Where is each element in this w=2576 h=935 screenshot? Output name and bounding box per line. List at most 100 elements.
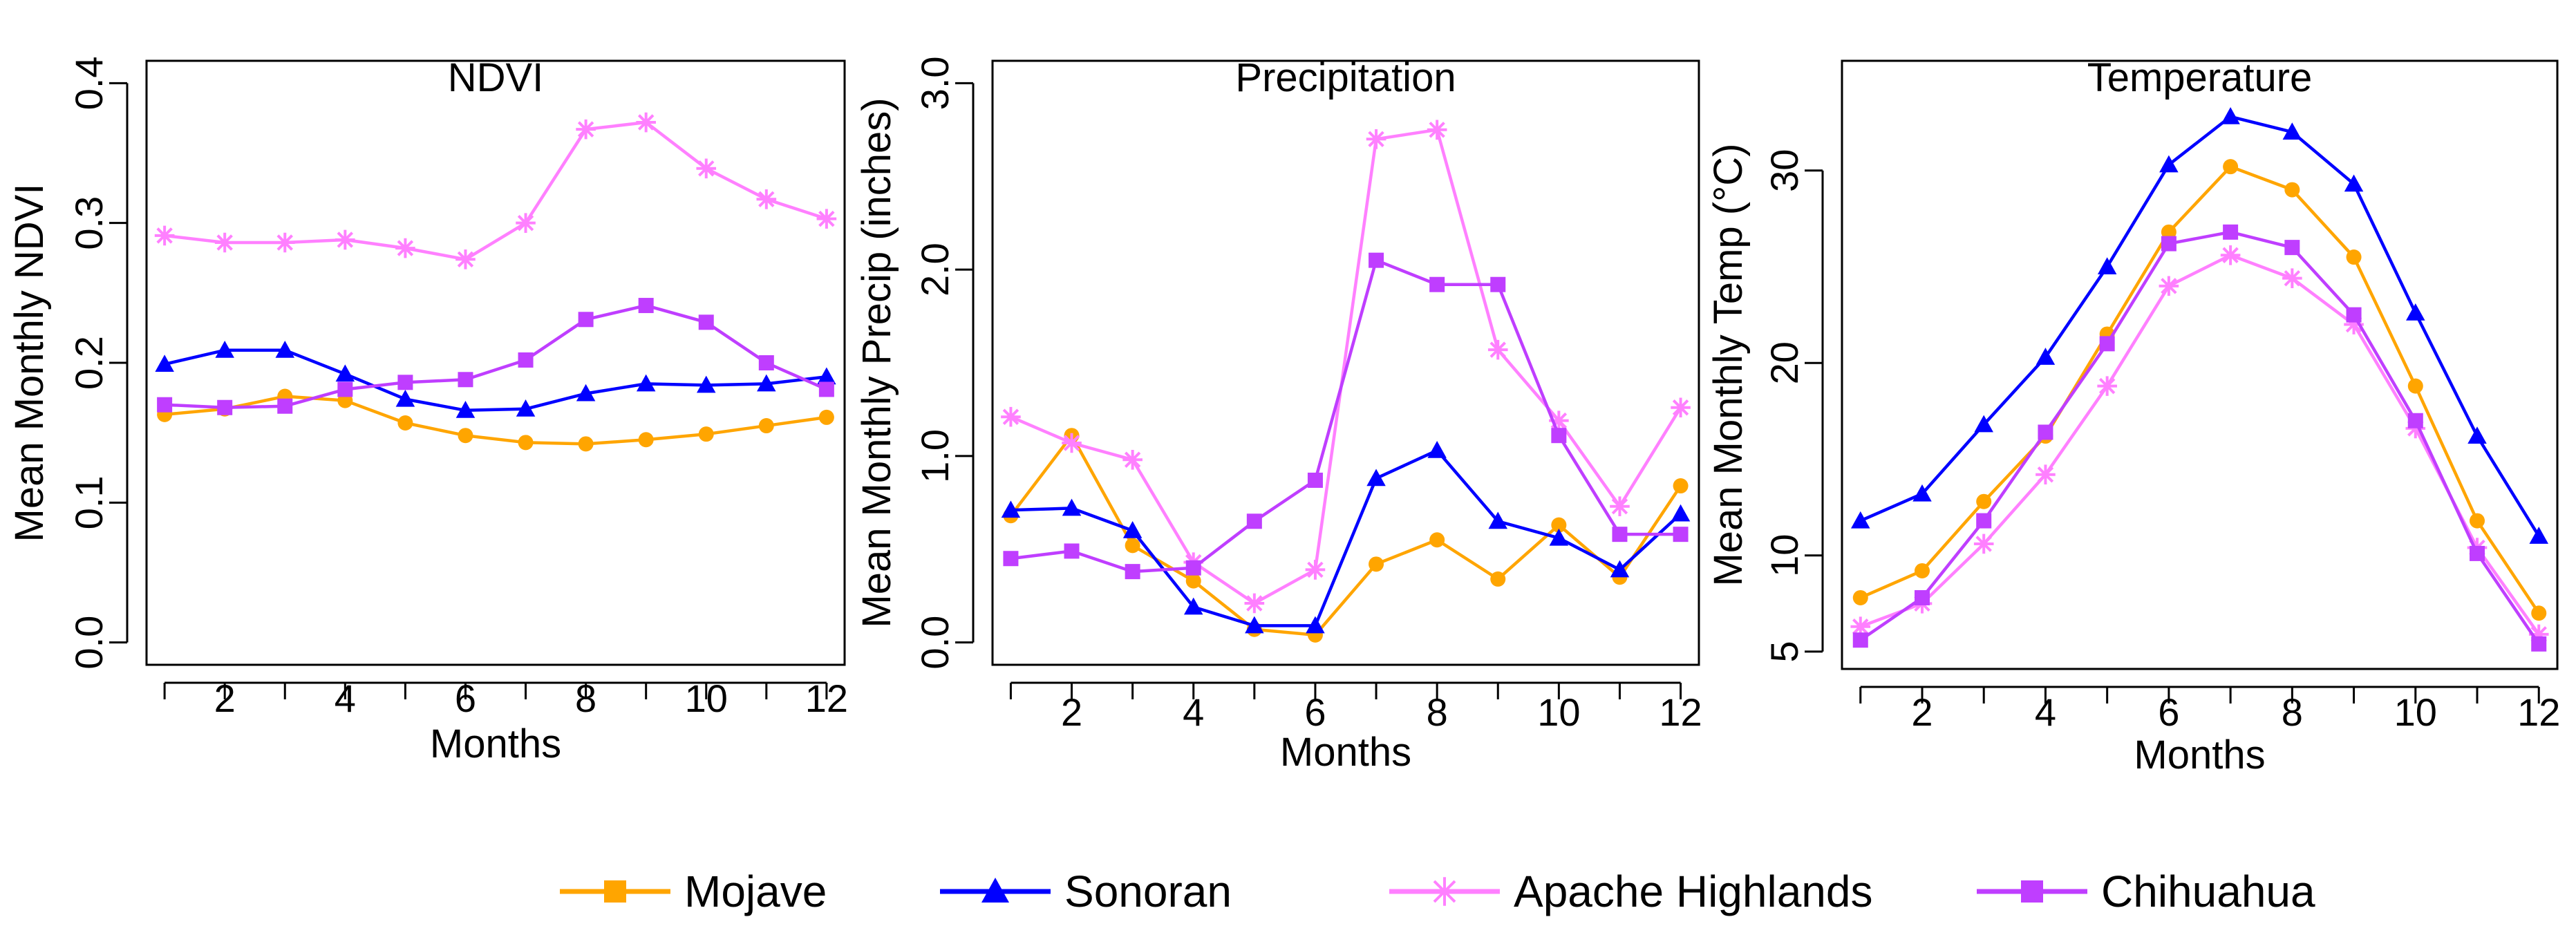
point-precipitation-apache-highlands (1427, 120, 1447, 140)
legend-marker-chihuahua (2021, 880, 2043, 903)
point-temperature-chihuahua (1976, 513, 1992, 529)
point-temperature-apache-highlands (2528, 624, 2549, 645)
legend-label-mojave: Mojave (684, 867, 827, 916)
y-axis-label-ndvi: Mean Monthly NDVI (7, 184, 52, 542)
x-tick-label-temperature: 4 (2035, 690, 2056, 734)
point-temperature-sonoran (2406, 303, 2425, 321)
point-temperature-apache-highlands (2344, 314, 2364, 334)
point-ndvi-chihuahua (277, 398, 293, 414)
point-temperature-chihuahua (2223, 224, 2239, 240)
y-axis-label-precipitation: Mean Monthly Precip (inches) (854, 97, 899, 627)
series-ndvi-sonoran (155, 341, 836, 418)
point-ndvi-chihuahua (638, 298, 654, 314)
point-temperature-apache-highlands (2159, 276, 2179, 296)
chart-panels: NDVI 0.0 0.1 0.2 0.3 0.4 Mean Monthly NDVI 2 4 6 8… (7, 55, 2560, 777)
x-tick-label-ndvi: 8 (575, 677, 596, 720)
point-ndvi-chihuahua (518, 352, 534, 368)
point-ndvi-mojave (518, 435, 534, 451)
plot-frame-precipitation (991, 59, 1700, 666)
point-precipitation-chihuahua (1369, 252, 1384, 268)
point-temperature-sonoran (1912, 484, 1932, 502)
series-line-temperature-chihuahua (1859, 230, 2541, 645)
legend-label-chihuahua: Chihuahua (2101, 867, 2315, 916)
series-precipitation-sonoran (1001, 441, 1691, 634)
series-ndvi-mojave (157, 388, 834, 452)
point-temperature-mojave (2470, 513, 2485, 529)
series-line-precipitation-mojave (1009, 433, 1682, 637)
legend-label-apache-highlands: Apache Highlands (1514, 867, 1872, 916)
point-ndvi-apache-highlands (696, 158, 717, 179)
point-ndvi-apache-highlands (455, 249, 476, 270)
point-temperature-apache-highlands (1973, 533, 1994, 554)
point-temperature-mojave (2284, 182, 2300, 198)
series-line-ndvi-apache-highlands (164, 120, 827, 261)
series-line-temperature-mojave (1859, 164, 2541, 614)
x-tick-label-precipitation: 6 (1304, 690, 1326, 734)
point-temperature-sonoran (2467, 426, 2487, 444)
x-tick-label-ndvi: 4 (335, 677, 356, 720)
point-ndvi-apache-highlands (274, 232, 295, 253)
x-axis-label-ndvi: Months (430, 721, 561, 766)
point-ndvi-apache-highlands (756, 189, 777, 209)
series-temperature-mojave (1852, 159, 2547, 621)
point-precipitation-mojave (1429, 532, 1445, 548)
chart-title-ndvi: NDVI (448, 55, 544, 100)
point-precipitation-sonoran (1245, 616, 1264, 634)
x-axis-label-temperature: Months (2134, 733, 2265, 777)
point-temperature-sonoran (2529, 527, 2548, 544)
legend-marker-mojave (604, 880, 626, 903)
point-precipitation-chihuahua (1003, 551, 1019, 567)
y-axis-label-temperature: Mean Monthly Temp (°C) (1706, 143, 1751, 586)
point-precipitation-sonoran (1062, 498, 1082, 516)
point-precipitation-sonoran (1427, 441, 1447, 458)
point-ndvi-apache-highlands (816, 209, 837, 229)
series-line-precipitation-sonoran (1010, 448, 1682, 627)
point-ndvi-apache-highlands (395, 238, 415, 258)
point-temperature-mojave (2346, 249, 2362, 265)
point-ndvi-apache-highlands (214, 232, 235, 253)
x-tick-label-precipitation: 2 (1061, 690, 1082, 734)
point-ndvi-sonoran (335, 364, 355, 382)
series-ndvi-apache-highlands (154, 112, 837, 270)
point-precipitation-mojave (1673, 478, 1689, 494)
series-line-ndvi-mojave (164, 395, 827, 446)
point-ndvi-apache-highlands (154, 225, 175, 246)
chart-title-temperature: Temperature (2087, 55, 2313, 100)
series-temperature-chihuahua (1852, 224, 2547, 652)
point-temperature-mojave (1976, 493, 1992, 509)
x-tick-label-precipitation: 8 (1427, 690, 1448, 734)
point-precipitation-apache-highlands (1487, 339, 1508, 360)
point-ndvi-sonoran (516, 399, 536, 417)
point-ndvi-chihuahua (758, 355, 774, 370)
y-tick-label-ndvi: 0.4 (67, 56, 111, 110)
y-tick-label-temperature: 30 (1762, 149, 1806, 192)
y-tick-label-ndvi: 0.3 (67, 196, 111, 250)
x-tick-label-precipitation: 4 (1183, 690, 1204, 734)
y-tick-label-temperature: 10 (1762, 534, 1806, 577)
point-precipitation-mojave (1185, 573, 1201, 589)
plot-frame-ndvi (145, 59, 846, 666)
point-temperature-apache-highlands (2282, 268, 2302, 288)
point-temperature-sonoran (2097, 257, 2117, 274)
point-ndvi-sonoran (576, 384, 596, 402)
legend-label-sonoran: Sonoran (1064, 867, 1232, 916)
point-temperature-sonoran (1851, 511, 1870, 529)
legend-item-sonoran: Sonoran (940, 867, 1232, 916)
point-precipitation-mojave (1369, 556, 1384, 572)
point-precipitation-mojave (1551, 517, 1567, 533)
point-ndvi-sonoran (455, 401, 476, 418)
point-ndvi-sonoran (757, 374, 776, 392)
point-ndvi-chihuahua (217, 399, 233, 415)
point-temperature-sonoran (2344, 174, 2364, 192)
y-tick-label-temperature: 5 (1762, 641, 1806, 662)
point-ndvi-mojave (758, 418, 774, 434)
x-tick-label-temperature: 8 (2282, 690, 2303, 734)
y-tick-label-precipitation: 2.0 (913, 243, 957, 296)
point-temperature-apache-highlands (2036, 464, 2056, 485)
point-ndvi-mojave (818, 409, 834, 425)
point-ndvi-mojave (458, 428, 473, 444)
point-temperature-chihuahua (2038, 424, 2053, 440)
series-line-ndvi-chihuahua (164, 303, 827, 409)
y-tick-label-ndvi: 0.2 (67, 336, 111, 390)
